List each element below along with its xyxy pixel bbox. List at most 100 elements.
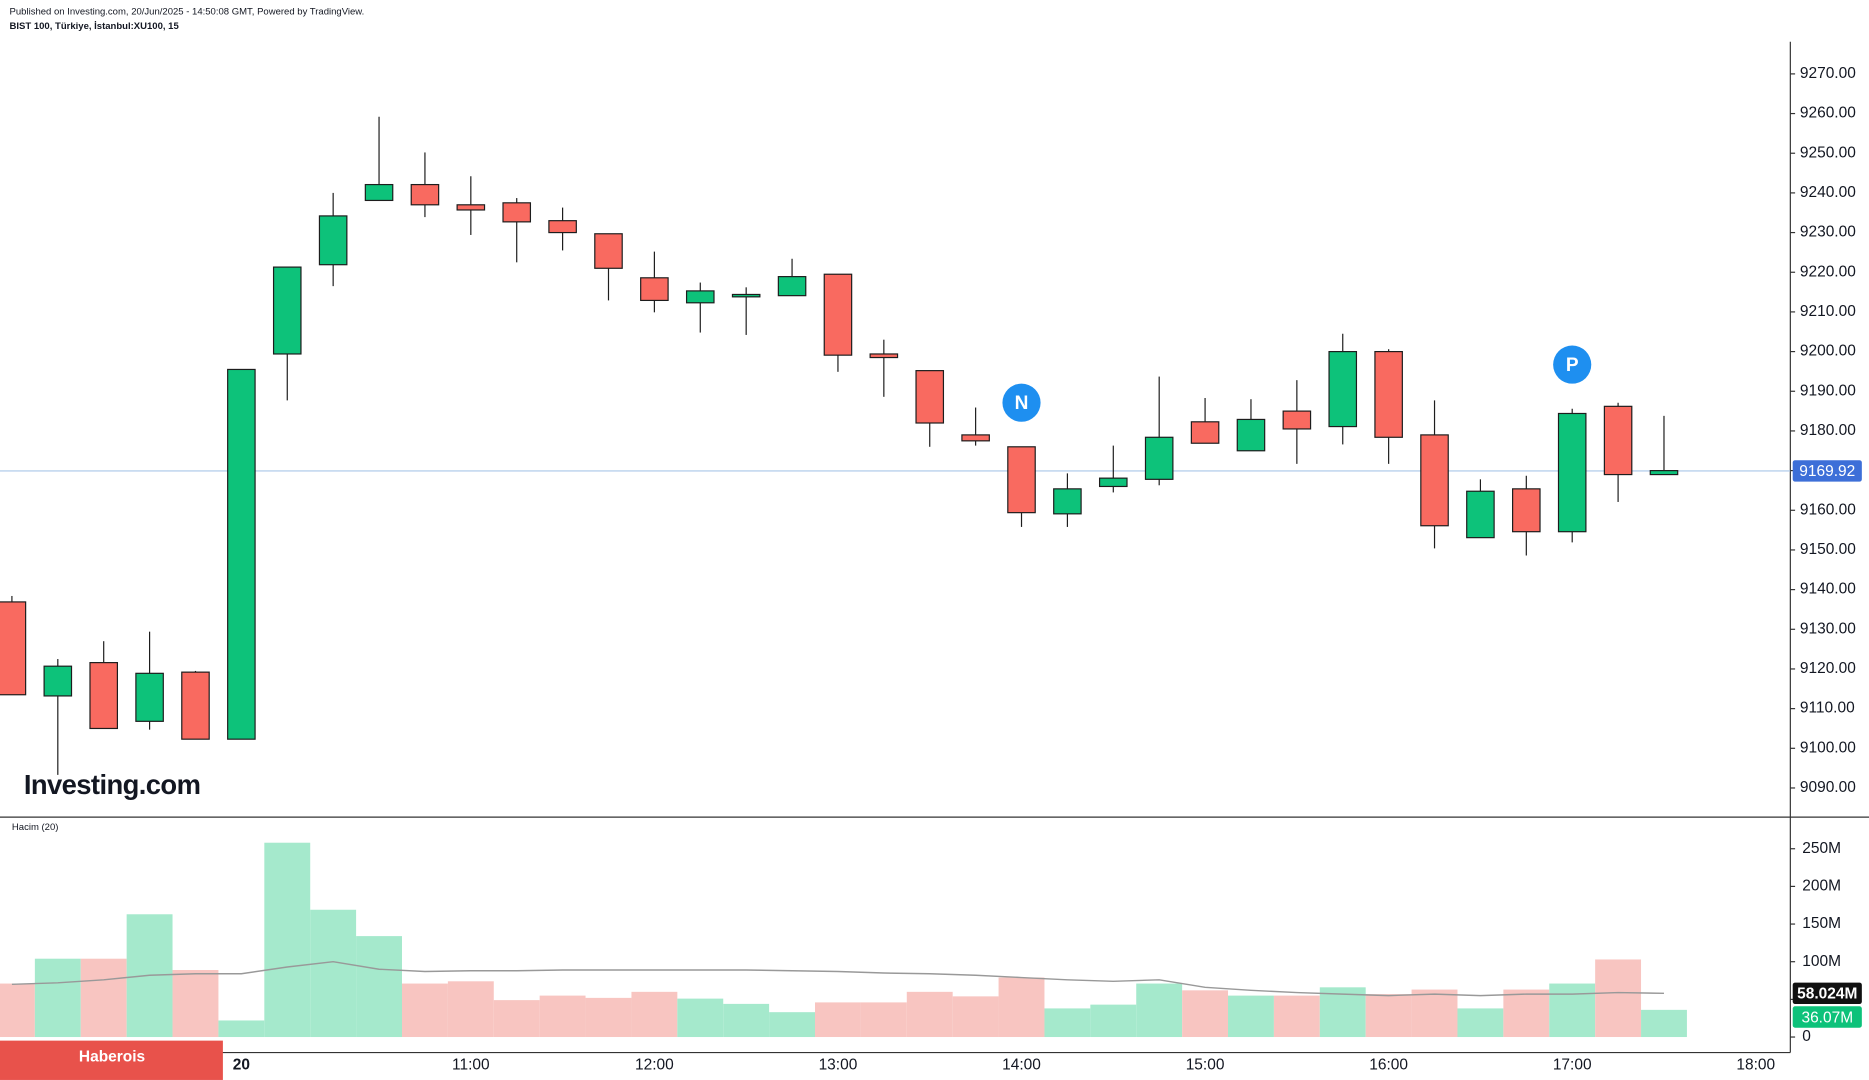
volume-bar (310, 909, 357, 1038)
candle-body (1466, 490, 1495, 539)
volume-tick-label: 0 (1802, 1028, 1811, 1045)
x-tick-label: 16:00 (1369, 1057, 1408, 1074)
y-tick-label: 9180.00 (1800, 422, 1856, 439)
volume-bar (447, 981, 494, 1038)
candle-body (1053, 488, 1082, 515)
candle-body (272, 266, 302, 355)
volume-pane (0, 842, 1687, 1038)
volume-bar (1595, 959, 1642, 1038)
subtitle: Published on Investing.com, 20/Jun/2025 … (10, 6, 365, 17)
volume-tick-label: 100M (1802, 953, 1841, 970)
y-tick-label: 9160.00 (1800, 501, 1856, 518)
y-tick-label: 9270.00 (1800, 65, 1856, 82)
volume-bar (1641, 1009, 1687, 1038)
watermark: Haberois (79, 1048, 145, 1065)
volume-bar (356, 936, 402, 1038)
candle-body (869, 353, 899, 359)
candle-body (548, 220, 577, 234)
volume-bar (860, 1002, 907, 1038)
volume-label-box (1792, 1006, 1862, 1028)
volume-bar (1273, 995, 1320, 1038)
candle-body (594, 233, 623, 269)
volume-bar (1457, 1008, 1504, 1038)
price-pane (0, 116, 1791, 775)
candle-body (502, 202, 532, 223)
volume-label: 36.07M (1801, 1009, 1853, 1026)
candle-body (961, 434, 990, 442)
volume-bar (1365, 994, 1412, 1038)
volume-bar (1182, 990, 1229, 1038)
volume-bar (769, 1012, 816, 1038)
candle-body (1098, 477, 1128, 488)
x-tick-label: 20 (233, 1057, 250, 1074)
y-tick-label: 9230.00 (1800, 224, 1856, 241)
last-price-label: 9169.92 (1799, 463, 1855, 480)
candle-body (456, 204, 486, 211)
candle-body (89, 662, 119, 730)
volume-ma-line (11, 960, 1664, 997)
x-tick-label: 18:00 (1736, 1057, 1775, 1074)
x-tick-label: 12:00 (635, 1057, 674, 1074)
y-tick-label: 9090.00 (1800, 779, 1856, 796)
volume-bar (1136, 983, 1183, 1038)
candle-body (227, 368, 256, 740)
volume-bar (1044, 1008, 1091, 1038)
volume-bar (1503, 989, 1550, 1038)
candle-body (135, 672, 164, 722)
volume-bar (1090, 1004, 1137, 1038)
volume-bar (493, 1000, 540, 1038)
volume-bar (998, 977, 1045, 1038)
logo: Investing.com (24, 769, 201, 800)
volume-bar (218, 1020, 265, 1038)
x-tick-label: 13:00 (819, 1057, 858, 1074)
volume-bar (264, 842, 311, 1038)
y-tick-label: 9240.00 (1800, 184, 1856, 201)
y-tick-label: 9190.00 (1800, 382, 1856, 399)
volume-bar (539, 995, 586, 1038)
y-tick-label: 9220.00 (1800, 263, 1856, 280)
volume-bar (80, 958, 127, 1038)
candle-body (777, 276, 807, 297)
candle-body (181, 671, 210, 740)
y-tick-label: 9150.00 (1800, 541, 1856, 558)
y-tick-label: 9130.00 (1800, 620, 1856, 637)
event-marker (1553, 345, 1592, 384)
candle-body (731, 293, 761, 298)
volume-tick-label: 250M (1802, 840, 1841, 857)
candle-body (1374, 350, 1403, 438)
volume-bar (952, 996, 999, 1038)
candle-body (1328, 350, 1358, 428)
watermark-box (0, 1040, 223, 1080)
last-price-box (1792, 460, 1862, 482)
volume-bar (631, 991, 678, 1038)
event-marker-label: N (1015, 393, 1029, 414)
candle-body (640, 277, 669, 302)
volume-ma-label-box (1792, 982, 1862, 1005)
volume-bar (1411, 989, 1458, 1038)
volume-tick-label: 200M (1802, 877, 1841, 894)
candle-body (43, 665, 73, 697)
candle-body (685, 290, 715, 304)
candle-body (1557, 412, 1587, 533)
y-tick-label: 9120.00 (1800, 660, 1856, 677)
volume-bar (906, 991, 953, 1038)
y-tick-label: 9250.00 (1800, 144, 1856, 161)
volume-tick-label: 150M (1802, 915, 1841, 932)
y-tick-label: 9210.00 (1800, 303, 1856, 320)
volume-bar (0, 983, 35, 1038)
candle-body (0, 601, 27, 696)
volume-bar (677, 998, 724, 1038)
volume-bar (34, 958, 81, 1038)
volume-bar (585, 997, 632, 1038)
volume-bar (172, 970, 219, 1038)
candle-body (1144, 436, 1174, 480)
y-tick-label: 9110.00 (1800, 700, 1855, 717)
candle-body (1236, 418, 1266, 452)
axes: 9090.00 9100.00 9110.00 9120.00 9130.00 9140.… (4, 65, 1862, 1074)
candle-body (410, 183, 440, 206)
volume-bar (1549, 983, 1596, 1038)
x-tick-label: 14:00 (1002, 1057, 1041, 1074)
candle-body (1190, 421, 1220, 444)
volume-ma-label: 58.024M (1797, 986, 1857, 1003)
